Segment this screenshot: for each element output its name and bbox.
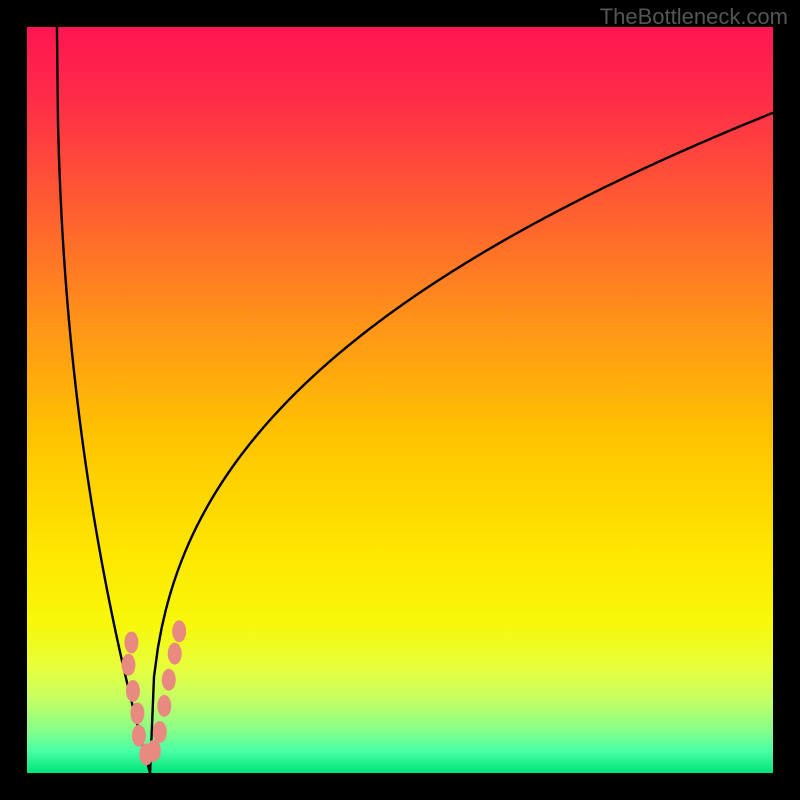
data-marker bbox=[130, 702, 144, 724]
data-marker bbox=[121, 654, 135, 676]
data-marker bbox=[147, 740, 161, 762]
watermark-text: TheBottleneck.com bbox=[600, 4, 788, 30]
bottleneck-chart bbox=[0, 0, 800, 800]
data-marker bbox=[172, 620, 186, 642]
plot-background bbox=[27, 27, 773, 773]
data-marker bbox=[162, 669, 176, 691]
data-marker bbox=[126, 680, 140, 702]
data-marker bbox=[153, 721, 167, 743]
data-marker bbox=[132, 725, 146, 747]
data-marker bbox=[124, 631, 138, 653]
chart-root: { "watermark": "TheBottleneck.com", "cha… bbox=[0, 0, 800, 800]
data-marker bbox=[157, 695, 171, 717]
data-marker bbox=[168, 643, 182, 665]
